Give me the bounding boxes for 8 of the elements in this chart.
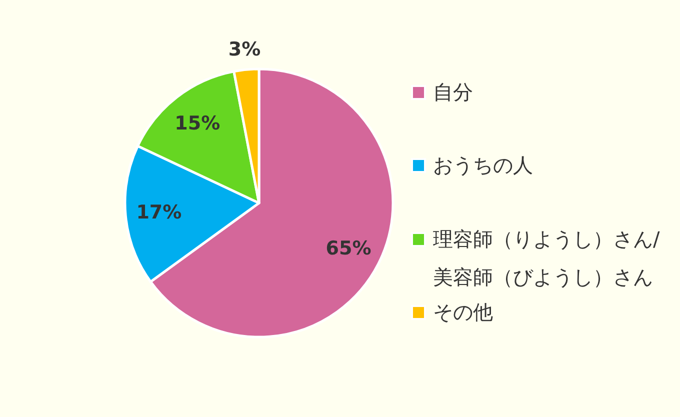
data-label: 17% (136, 201, 182, 224)
legend-label: 自分 (433, 79, 473, 106)
legend-label: 理容師（りようし）さん/美容師（びようし）さん (433, 226, 661, 291)
data-label: 3% (228, 38, 261, 61)
data-label: 15% (174, 112, 220, 135)
data-label: 65% (326, 238, 372, 260)
legend-label: おうちの人 (433, 152, 533, 180)
legend-label: その他 (433, 298, 493, 326)
